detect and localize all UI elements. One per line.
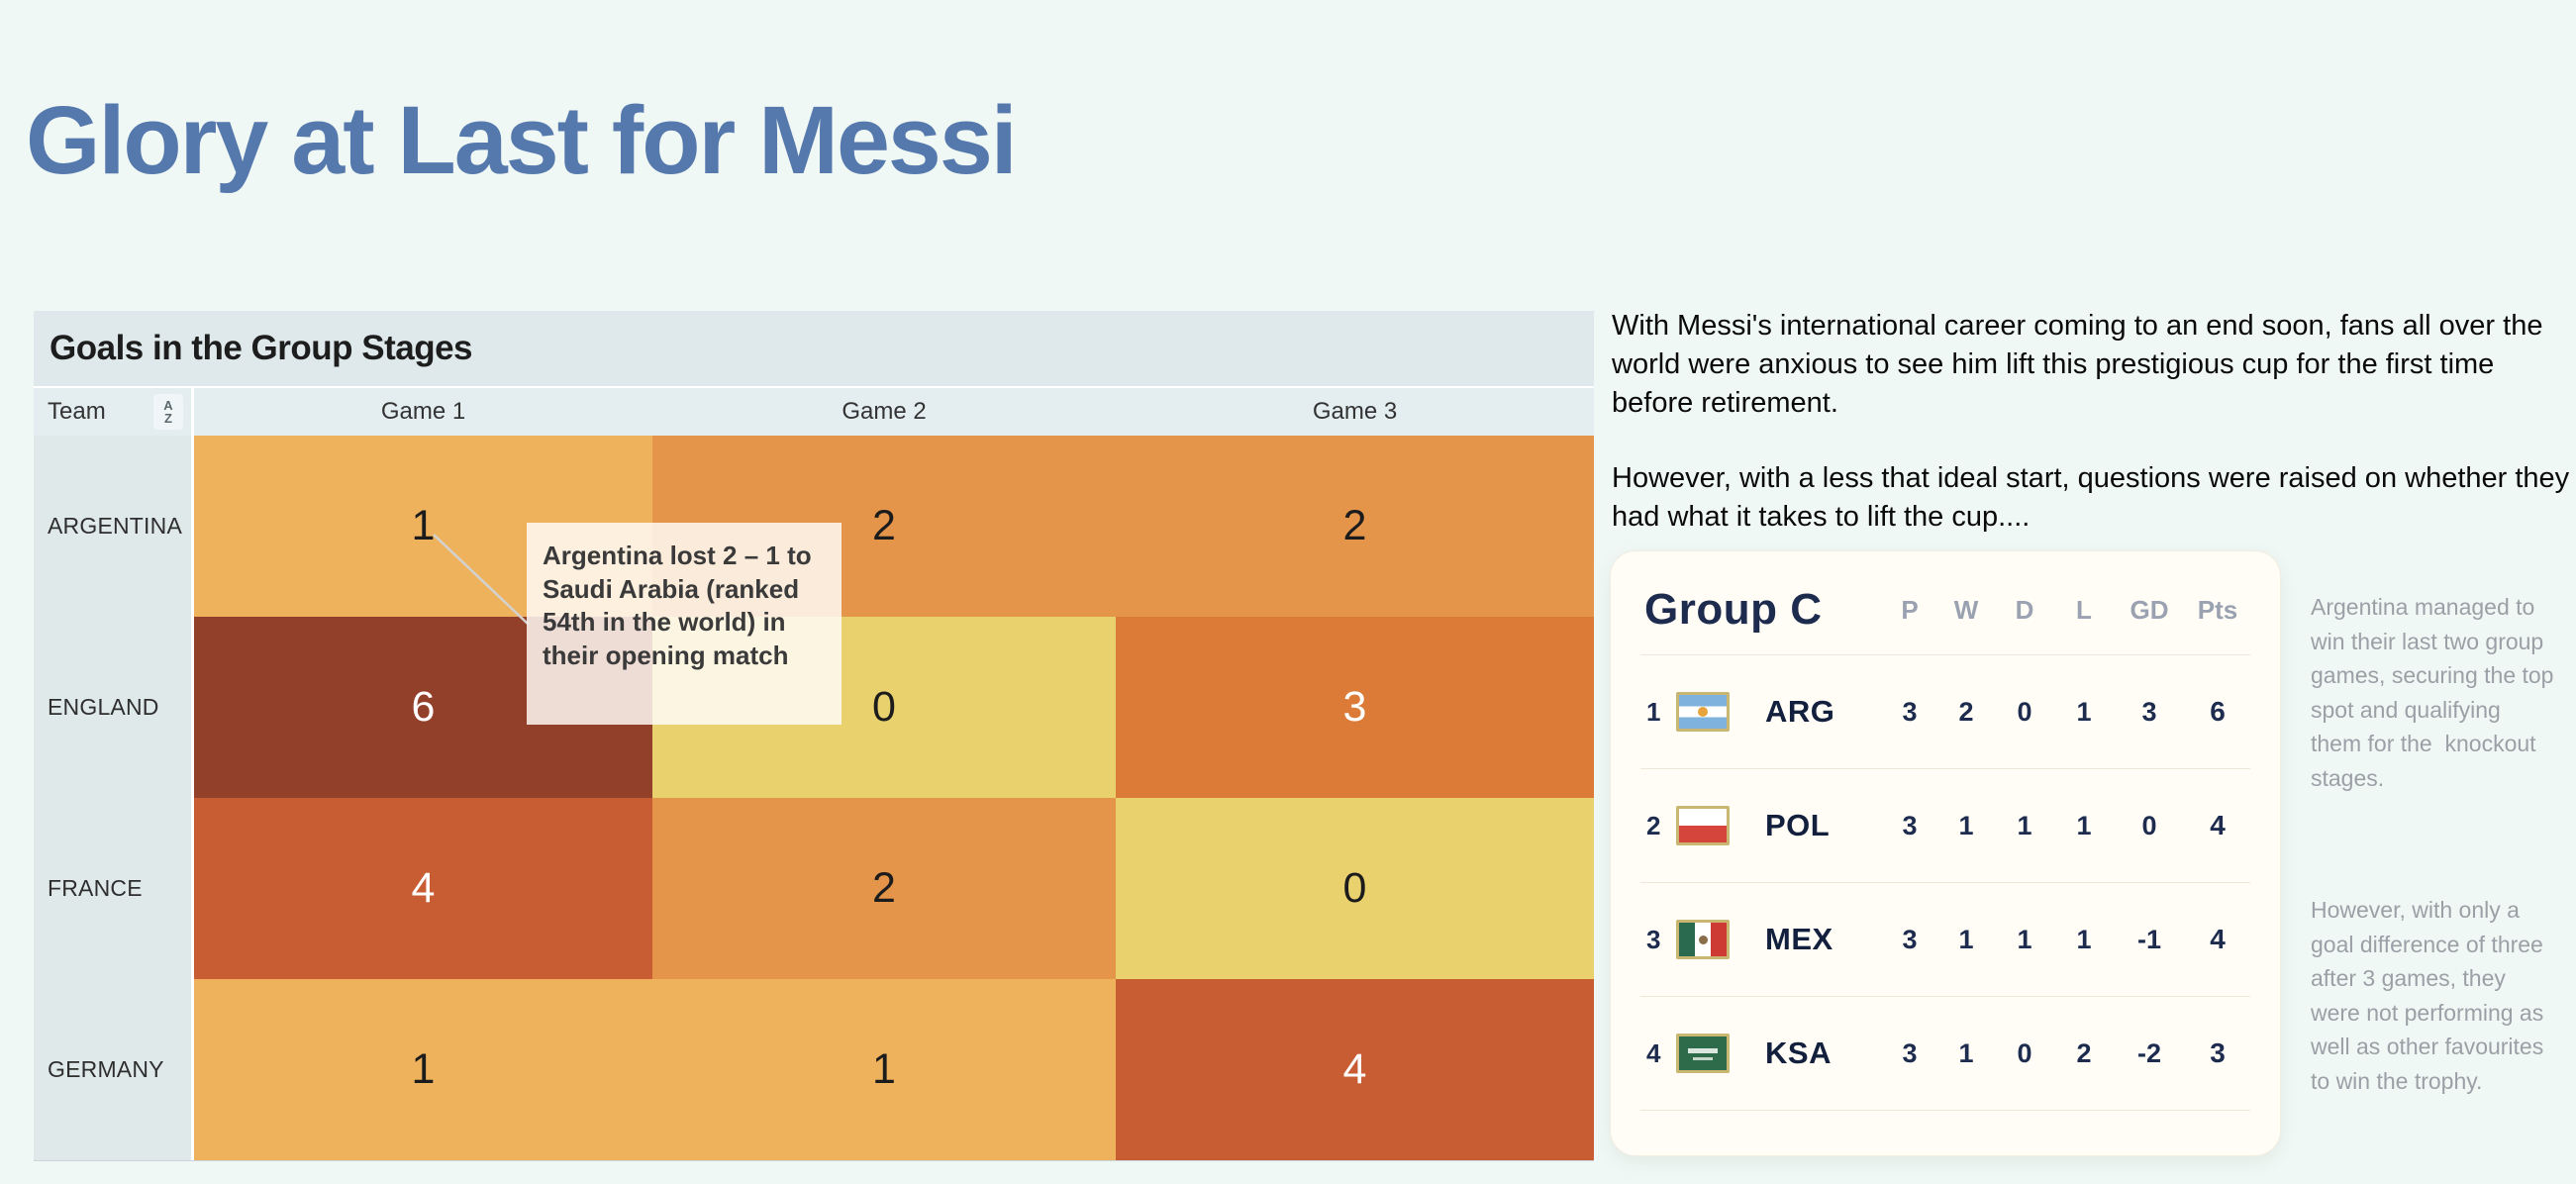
game-column-header[interactable]: Game 1 xyxy=(380,398,466,425)
stat-goal-difference: 3 xyxy=(2141,696,2157,727)
flag-poland-icon xyxy=(1676,806,1730,845)
team-code: MEX xyxy=(1765,922,1833,956)
heatmap-cell[interactable]: 1 xyxy=(652,979,1116,1160)
stat-points: 4 xyxy=(2210,810,2226,840)
page-title: Glory at Last for Messi xyxy=(26,86,1018,194)
stat-goal-difference: 0 xyxy=(2141,810,2157,840)
standings-column-header: GD xyxy=(2130,594,2169,625)
rank-label: 3 xyxy=(1646,924,1661,954)
heatmap-title: Goals in the Group Stages xyxy=(50,329,473,367)
standings-header-row: Group C P W D L GD Pts xyxy=(1640,565,2250,654)
divider xyxy=(1640,1110,2250,1111)
stat-played: 3 xyxy=(1902,1037,1918,1068)
heatmap-title-band: Goals in the Group Stages xyxy=(34,311,1594,388)
group-title: Group C xyxy=(1644,585,1823,634)
divider xyxy=(1640,654,2250,655)
heatmap-row: FRANCE 4 2 0 xyxy=(34,798,1594,979)
sort-letter-z: Z xyxy=(164,411,172,426)
stat-played: 3 xyxy=(1902,696,1918,727)
stat-won: 1 xyxy=(1958,1037,1974,1068)
stat-won: 1 xyxy=(1958,810,1974,840)
team-code: KSA xyxy=(1765,1036,1832,1070)
article-paragraph-2: However, with a less that ideal start, q… xyxy=(1612,462,2570,533)
heatmap-cell[interactable]: 1 xyxy=(194,979,652,1160)
divider xyxy=(1640,882,2250,883)
group-standings-card: Group C P W D L GD Pts 1 ARG 3 2 0 1 3 6… xyxy=(1610,550,2281,1156)
stat-drawn: 0 xyxy=(2017,1037,2032,1068)
stat-won: 2 xyxy=(1958,696,1974,727)
article-paragraph-1: With Messi's international career coming… xyxy=(1612,310,2543,419)
team-code: POL xyxy=(1765,808,1831,842)
sort-letter-a: A xyxy=(163,398,173,413)
heatmap-cell[interactable]: 4 xyxy=(194,798,652,979)
standings-column-header: W xyxy=(1953,594,1979,625)
stat-lost: 1 xyxy=(2076,924,2092,954)
team-column-header-label: Team xyxy=(48,398,106,425)
heatmap-cell[interactable]: 2 xyxy=(1116,436,1594,617)
stat-drawn: 1 xyxy=(2017,810,2032,840)
heatmap-cell[interactable]: 3 xyxy=(1116,617,1594,798)
stat-drawn: 1 xyxy=(2017,924,2032,954)
standings-column-header: L xyxy=(2076,594,2092,625)
stat-lost: 2 xyxy=(2076,1037,2092,1068)
standings-row: 1 ARG 3 2 0 1 3 6 xyxy=(1640,655,2250,768)
article-text: With Messi's international career coming… xyxy=(1612,307,2570,537)
rank-label: 1 xyxy=(1646,696,1661,727)
rank-label: 2 xyxy=(1646,810,1661,840)
stat-goal-difference: -2 xyxy=(2136,1037,2161,1068)
team-label: FRANCE xyxy=(34,798,194,979)
sidebar-note-2: However, with only a goal difference of … xyxy=(2311,897,2550,1094)
stat-played: 3 xyxy=(1902,810,1918,840)
game-column-header[interactable]: Game 2 xyxy=(842,398,927,425)
flag-mexico-icon xyxy=(1676,920,1730,959)
team-label: GERMANY xyxy=(34,979,194,1160)
standings-column-header: Pts xyxy=(2197,594,2238,625)
heatmap-cell[interactable]: 4 xyxy=(1116,979,1594,1160)
stat-played: 3 xyxy=(1902,924,1918,954)
annotation-tooltip: Argentina lost 2 – 1 to Saudi Arabia (ra… xyxy=(527,523,842,725)
divider xyxy=(1640,996,2250,997)
stat-points: 6 xyxy=(2210,696,2226,727)
team-label: ENGLAND xyxy=(34,617,194,798)
standings-body: 1 ARG 3 2 0 1 3 6 2 POL 3 1 1 1 0 4 3 xyxy=(1640,655,2250,1111)
standings-row: 4 KSA 3 1 0 2 -2 3 xyxy=(1640,997,2250,1110)
sidebar-note-1: Argentina managed to win their last two … xyxy=(2311,594,2560,791)
heatmap-cell[interactable]: 2 xyxy=(652,798,1116,979)
team-code: ARG xyxy=(1765,694,1835,729)
stat-lost: 1 xyxy=(2076,810,2092,840)
divider xyxy=(1640,768,2250,769)
game-column-header[interactable]: Game 3 xyxy=(1312,398,1398,425)
stat-drawn: 0 xyxy=(2017,696,2032,727)
stat-goal-difference: -1 xyxy=(2136,924,2161,954)
stat-points: 3 xyxy=(2210,1037,2226,1068)
team-label: ARGENTINA xyxy=(34,436,194,617)
standings-column-header: P xyxy=(1901,594,1919,625)
flag-argentina-icon xyxy=(1676,692,1730,732)
standings-column-header: D xyxy=(2015,594,2034,625)
heatmap-row: GERMANY 1 1 4 xyxy=(34,979,1594,1160)
stat-won: 1 xyxy=(1958,924,1974,954)
stat-lost: 1 xyxy=(2076,696,2092,727)
stat-points: 4 xyxy=(2210,924,2226,954)
standings-row: 3 MEX 3 1 1 1 -1 4 xyxy=(1640,883,2250,996)
flag-saudi-arabia-icon xyxy=(1676,1034,1730,1073)
heatmap-cell[interactable]: 0 xyxy=(1116,798,1594,979)
rank-label: 4 xyxy=(1646,1037,1661,1068)
standings-row: 2 POL 3 1 1 1 0 4 xyxy=(1640,769,2250,882)
